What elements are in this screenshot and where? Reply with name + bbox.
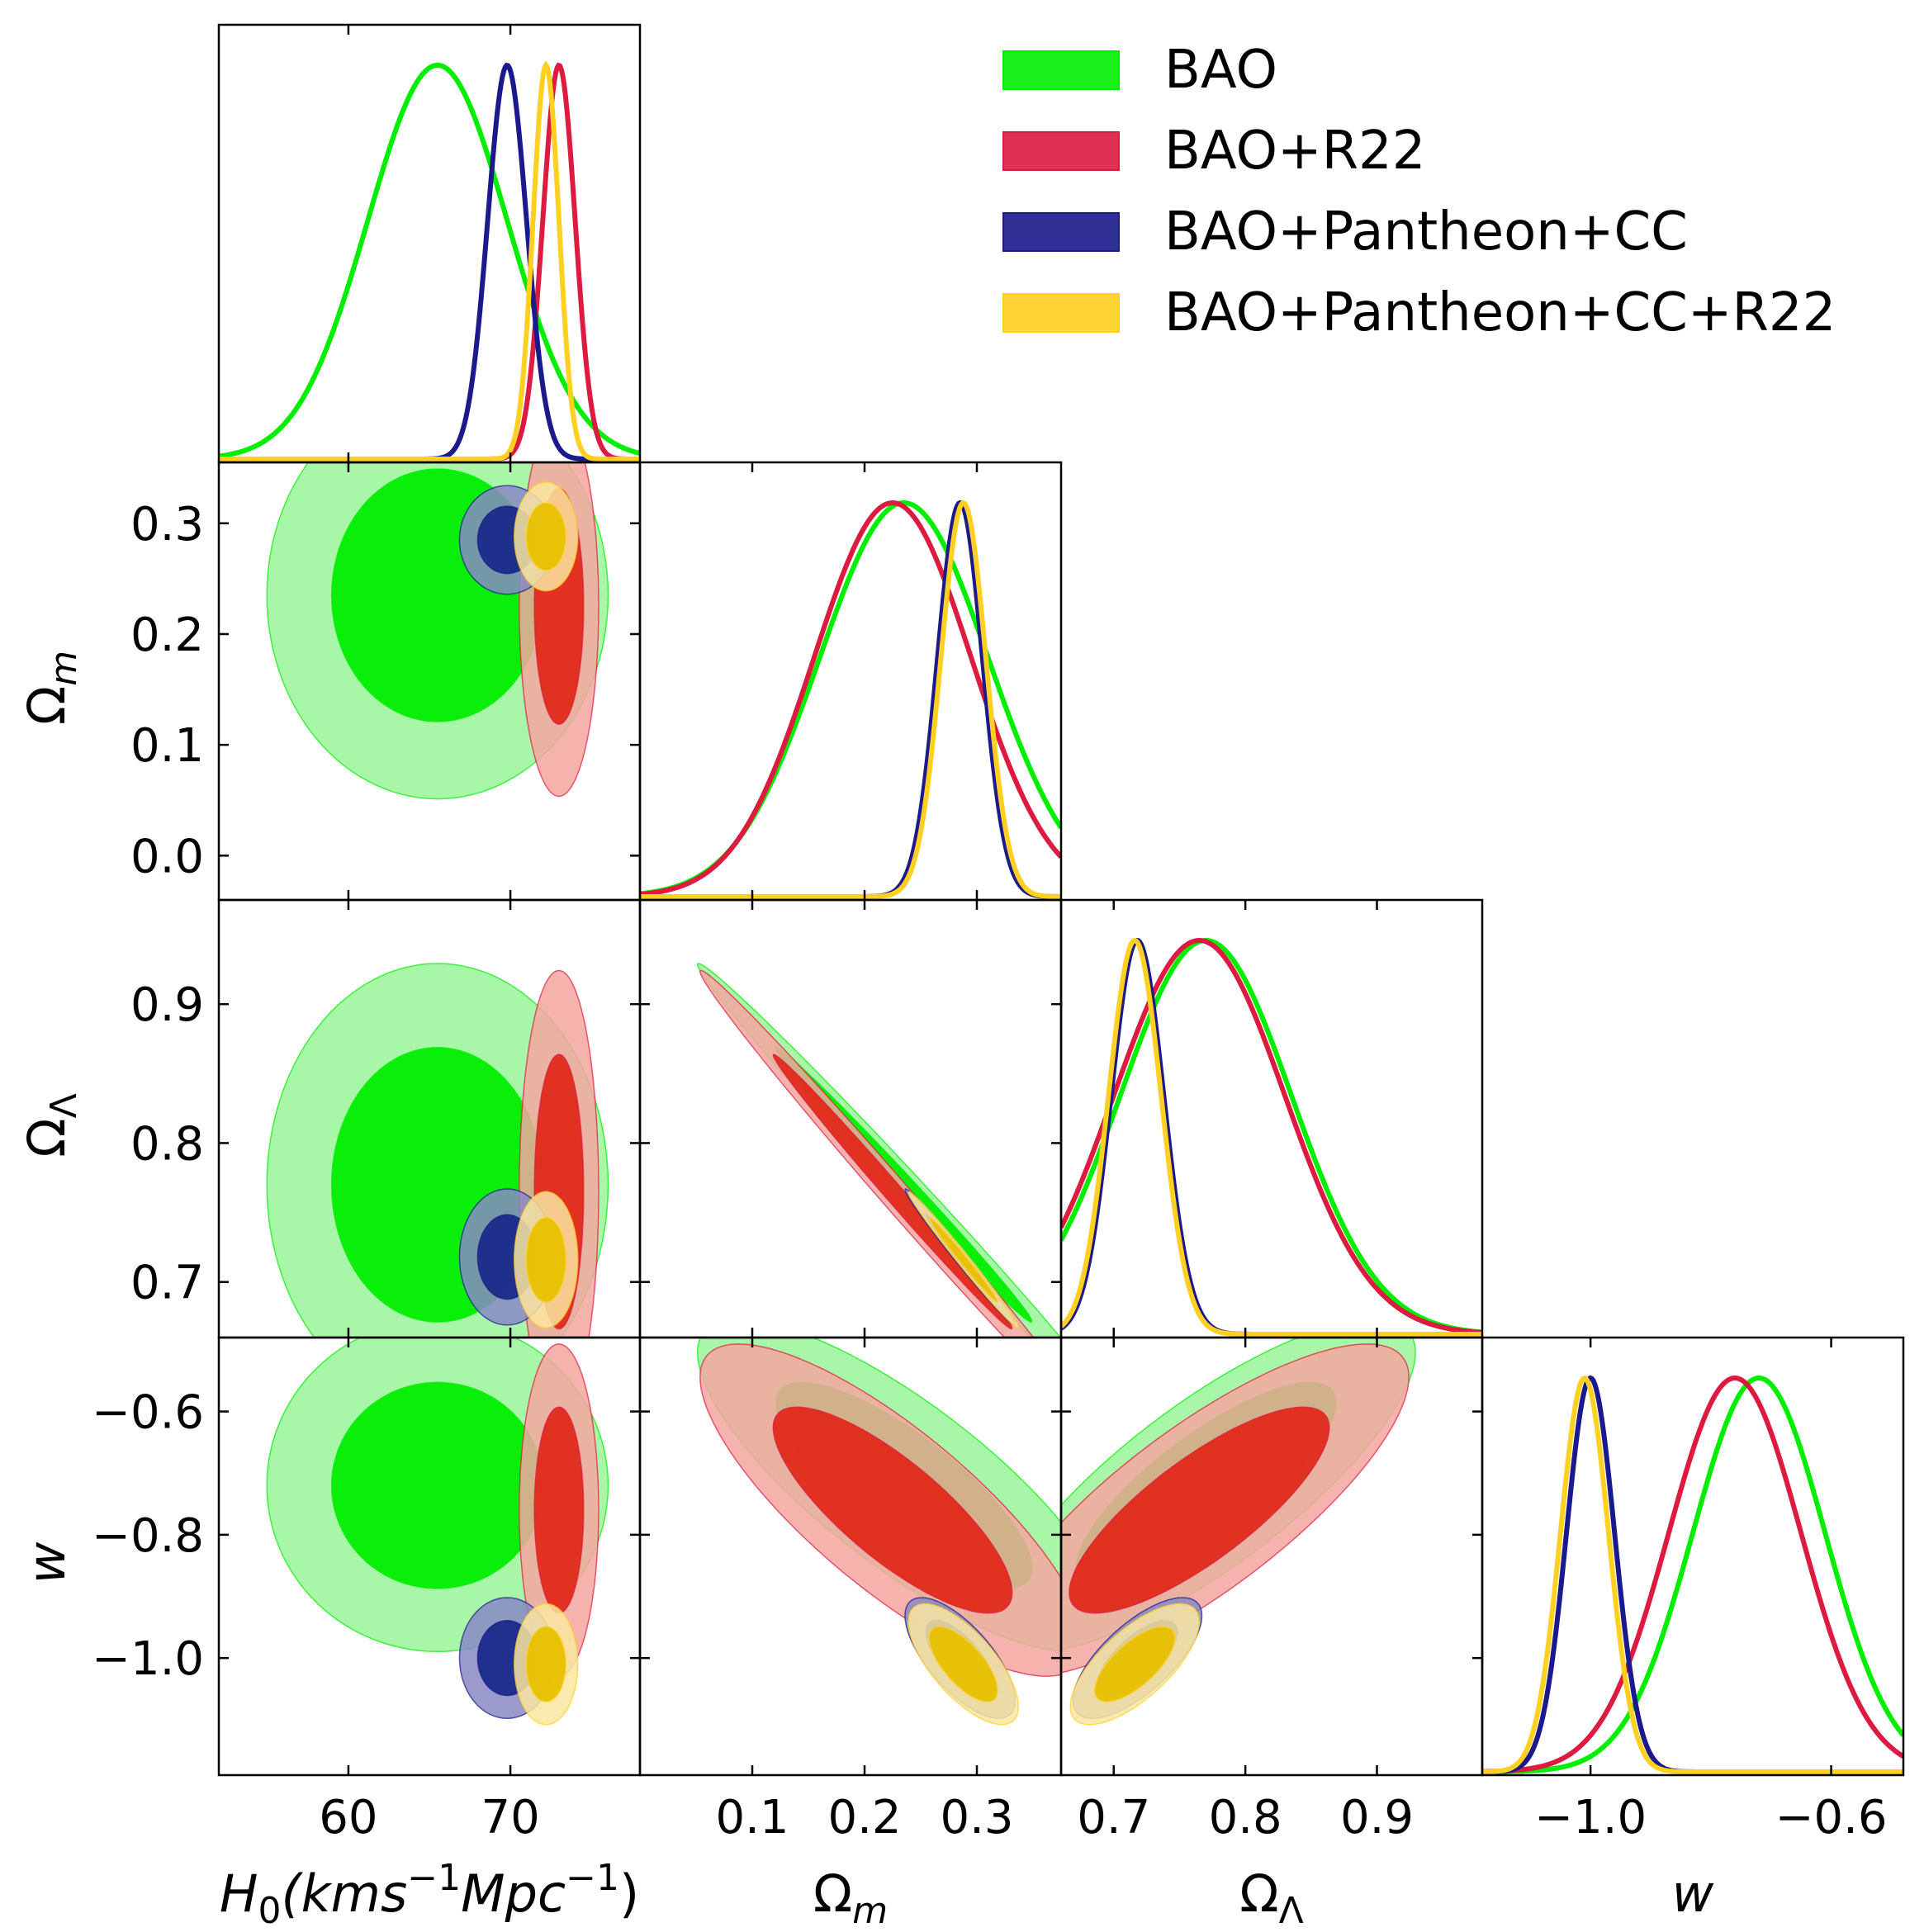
marginal-line-2 — [640, 500, 1061, 899]
marginal-line-0 — [1482, 1375, 1903, 1774]
marginal-line-0 — [1061, 938, 1482, 1335]
legend-label-3: BAO+Pantheon+CC+R22 — [1164, 282, 1836, 343]
panel-H0-Om — [266, 462, 609, 800]
x-tick-label-OL: 0.8 — [1209, 1791, 1282, 1844]
contour-inner-3 — [525, 1216, 566, 1303]
contour-inner-1 — [772, 1406, 1013, 1614]
contour-inner-0 — [330, 1381, 544, 1589]
y-axis-label-Om: Ωm — [17, 651, 85, 725]
contour-inner-1 — [1069, 1406, 1330, 1614]
x-tick-label-Om: 0.2 — [827, 1791, 901, 1844]
contour-inner-1 — [772, 1054, 1013, 1330]
legend-swatch-1 — [1002, 131, 1120, 171]
x-axis-label-w: w — [1672, 1863, 1714, 1924]
y-tick-label-w: −0.8 — [92, 1509, 204, 1563]
y-tick-label-w: −1.0 — [92, 1632, 204, 1686]
contour-inner-3 — [928, 1216, 998, 1303]
contour-inner-3 — [1094, 1626, 1176, 1702]
panel-OL-w — [1061, 1338, 1416, 1726]
y-tick-label-OL: 0.9 — [130, 978, 204, 1032]
contour-inner-3 — [525, 1626, 566, 1702]
x-axis-label-H0: H0(kms−1Mpc−1) — [220, 1857, 639, 1932]
marginal-line-2 — [1482, 1375, 1903, 1774]
x-tick-label-H0: 70 — [481, 1791, 539, 1844]
x-tick-label-H0: 60 — [319, 1791, 377, 1844]
x-axis-label-OL: ΩΛ — [1239, 1863, 1304, 1932]
y-tick-label-OL: 0.7 — [130, 1257, 204, 1310]
marginal-line-1 — [640, 500, 1061, 897]
marginal-w — [1482, 1375, 1903, 1774]
marginal-line-1 — [1061, 938, 1482, 1335]
x-tick-label-OL: 0.9 — [1340, 1791, 1414, 1844]
marginal-Om — [640, 500, 1061, 899]
legend-label-1: BAO+R22 — [1164, 121, 1425, 182]
y-tick-label-OL: 0.8 — [130, 1117, 204, 1171]
marginal-H0 — [219, 60, 640, 462]
y-tick-label-Om: 0.3 — [130, 498, 204, 552]
y-axis-label-w: w — [17, 1541, 77, 1584]
contour-inner-3 — [525, 502, 566, 571]
legend-label-2: BAO+Pantheon+CC — [1164, 201, 1688, 263]
marginal-OL — [1061, 937, 1482, 1337]
y-tick-label-Om: 0.2 — [130, 608, 204, 662]
marginal-line-2 — [1061, 937, 1482, 1337]
x-tick-label-Om: 0.3 — [940, 1791, 1013, 1844]
marginal-line-1 — [1482, 1375, 1903, 1774]
x-tick-label-w: −0.6 — [1775, 1791, 1888, 1844]
y-tick-label-w: −0.6 — [92, 1386, 204, 1440]
x-tick-label-Om: 0.1 — [715, 1791, 789, 1844]
legend-swatch-3 — [1002, 293, 1120, 333]
panel-Om-w — [696, 1338, 1061, 1726]
marginal-line-1 — [219, 62, 640, 462]
marginal-line-3 — [1482, 1375, 1903, 1774]
panel-H0-OL — [266, 963, 609, 1338]
x-axis-label-Om: Ωm — [813, 1863, 888, 1932]
x-tick-label-w: −1.0 — [1534, 1791, 1647, 1844]
marginal-line-3 — [1061, 938, 1482, 1337]
legend-swatch-0 — [1002, 50, 1120, 90]
legend-swatch-2 — [1002, 212, 1120, 252]
frame-3-3 — [1481, 1336, 1905, 1777]
contour-inner-3 — [928, 1626, 998, 1702]
panel-Om-OL — [696, 963, 1061, 1338]
marginal-line-3 — [219, 60, 640, 462]
legend-label-0: BAO — [1164, 40, 1277, 101]
y-tick-label-Om: 0.0 — [130, 830, 204, 883]
marginal-line-3 — [640, 500, 1061, 899]
y-axis-label-OL: ΩΛ — [17, 1093, 85, 1158]
contour-inner-1 — [533, 1406, 585, 1614]
y-tick-label-Om: 0.1 — [130, 719, 204, 773]
panel-H0-w — [266, 1338, 609, 1726]
x-tick-label-OL: 0.7 — [1077, 1791, 1150, 1844]
